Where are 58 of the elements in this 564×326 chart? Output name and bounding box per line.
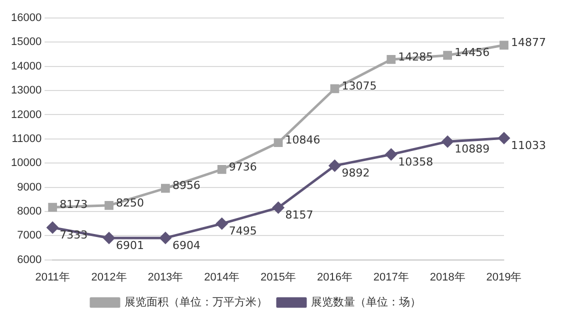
- y-tick-label: 7000: [17, 230, 42, 242]
- data-label: 6901: [116, 238, 144, 252]
- data-label: 11033: [511, 138, 546, 152]
- point: [442, 136, 454, 148]
- data-label: 8157: [285, 208, 314, 222]
- y-tick-label: 13000: [10, 84, 42, 97]
- point: [160, 232, 172, 244]
- data-label: 9736: [228, 160, 257, 174]
- point: [328, 160, 340, 172]
- legend-label: 展览面积（单位：万平方米）: [124, 296, 268, 309]
- x-tick-label: 2013年: [148, 271, 184, 284]
- x-tick-label: 2016年: [316, 271, 352, 284]
- point: [443, 50, 452, 60]
- y-tick-label: 16000: [10, 12, 42, 24]
- point: [500, 40, 508, 50]
- legend-label: 展览数量（单位：场）: [311, 296, 421, 309]
- data-label: 14285: [398, 50, 434, 64]
- x-tick-label: 2011年: [35, 271, 70, 284]
- data-label: 6904: [172, 238, 200, 252]
- x-tick-label: 2018年: [430, 271, 466, 284]
- y-tick-label: 6000: [17, 254, 42, 266]
- point: [386, 55, 396, 64]
- point: [385, 148, 397, 160]
- y-tick-label: 12000: [10, 108, 42, 121]
- point: [48, 202, 58, 212]
- data-label: 10358: [398, 155, 434, 168]
- x-tick-label: 2017年: [373, 271, 409, 284]
- data-label: 14456: [454, 46, 490, 60]
- data-label: 8173: [60, 198, 88, 212]
- data-label: 14877: [511, 36, 546, 50]
- point: [217, 165, 226, 174]
- data-label: 8956: [172, 179, 200, 192]
- point: [272, 202, 284, 214]
- point: [330, 84, 340, 94]
- y-tick-label: 8000: [17, 205, 42, 218]
- y-tick-label: 15000: [10, 36, 42, 48]
- x-tick-label: 2012年: [91, 271, 127, 284]
- point: [46, 222, 58, 234]
- data-label: 9892: [342, 166, 370, 180]
- data-label: 10889: [454, 142, 490, 156]
- point: [274, 138, 283, 148]
- data-label: 13075: [342, 80, 377, 93]
- data-label: 10846: [285, 133, 320, 146]
- point: [498, 132, 510, 144]
- y-tick-label: 11000: [12, 132, 42, 145]
- point: [161, 184, 170, 193]
- y-tick-label: 9000: [17, 181, 42, 194]
- point: [103, 232, 115, 244]
- x-tick-label: 2014年: [204, 271, 240, 284]
- point: [104, 200, 114, 210]
- x-tick-label: 2019年: [486, 271, 522, 284]
- data-label: 7495: [228, 224, 257, 238]
- x-tick-label: 2015年: [260, 271, 296, 284]
- data-label: 7333: [60, 228, 88, 242]
- y-tick-label: 10000: [10, 157, 42, 170]
- point: [216, 218, 228, 230]
- y-tick-label: 14000: [10, 60, 42, 72]
- data-label: 8250: [116, 196, 144, 210]
